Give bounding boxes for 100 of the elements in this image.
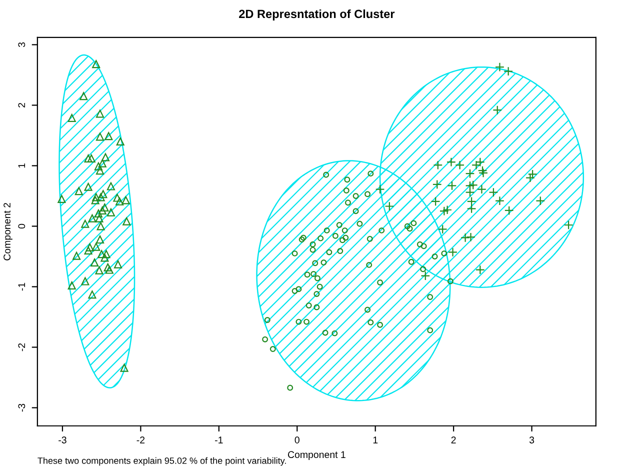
point xyxy=(95,266,104,274)
y-tick-label: -2 xyxy=(18,343,26,352)
point xyxy=(94,209,102,218)
point xyxy=(96,236,104,244)
point xyxy=(120,364,128,372)
point xyxy=(106,208,115,216)
point xyxy=(465,188,475,198)
point xyxy=(433,160,443,170)
point xyxy=(92,193,100,202)
chart-title: 2D Represntation of Cluster xyxy=(239,9,395,20)
point xyxy=(87,154,96,162)
text: These two components explain 95.02 % of the point variability. xyxy=(38,457,286,466)
point xyxy=(384,202,394,211)
point xyxy=(98,250,106,258)
x-axis-title: Component 1 xyxy=(288,451,346,460)
point xyxy=(96,193,105,202)
x-tick-label: 0 xyxy=(294,436,300,444)
point xyxy=(475,157,485,167)
point xyxy=(99,190,108,198)
x-tick-label: 2 xyxy=(451,436,456,444)
point xyxy=(96,132,104,141)
point xyxy=(504,206,514,216)
point xyxy=(455,160,465,170)
point xyxy=(84,246,92,254)
point xyxy=(466,196,476,206)
point xyxy=(475,265,485,274)
point xyxy=(102,250,110,258)
x-tick-label: 3 xyxy=(529,436,534,444)
point xyxy=(448,248,458,257)
point xyxy=(494,196,504,206)
point xyxy=(478,168,488,178)
point xyxy=(88,290,96,299)
point xyxy=(95,214,104,222)
point xyxy=(81,220,90,228)
point xyxy=(113,194,122,202)
y-tick-label: 2 xyxy=(18,102,26,108)
y-axis-title: Component 2 xyxy=(4,202,12,260)
point xyxy=(466,204,476,214)
point xyxy=(104,132,113,140)
point xyxy=(80,92,88,100)
point xyxy=(438,224,448,234)
point xyxy=(84,182,92,191)
y-tick-label: -1 xyxy=(18,282,26,291)
point xyxy=(96,110,104,118)
point xyxy=(488,188,498,198)
point xyxy=(525,173,535,183)
y-tick-label: -3 xyxy=(18,404,26,412)
point xyxy=(98,159,106,168)
point xyxy=(105,266,114,274)
point xyxy=(114,260,122,268)
x-tick-label: -3 xyxy=(58,436,66,444)
point xyxy=(100,203,109,212)
point xyxy=(116,197,124,206)
x-tick-label: 1 xyxy=(373,436,378,444)
point xyxy=(72,252,81,260)
point xyxy=(90,258,99,267)
point xyxy=(68,281,76,290)
point xyxy=(420,271,430,281)
y-tick-label: 3 xyxy=(18,42,26,48)
point xyxy=(492,105,502,115)
point xyxy=(465,168,475,178)
point xyxy=(106,182,115,190)
point xyxy=(58,194,66,204)
point xyxy=(104,263,112,272)
point xyxy=(68,114,76,122)
point xyxy=(375,184,385,194)
point xyxy=(101,153,110,162)
point xyxy=(122,196,130,204)
point xyxy=(94,162,102,170)
point xyxy=(432,180,442,190)
point xyxy=(504,66,514,76)
point xyxy=(468,180,478,190)
point xyxy=(96,166,104,175)
point xyxy=(98,206,106,215)
point xyxy=(528,169,538,179)
point xyxy=(478,166,488,176)
x-tick-label: -2 xyxy=(136,436,145,444)
y-tick-label: 0 xyxy=(18,224,26,229)
x-tick-label: -1 xyxy=(215,436,223,444)
point xyxy=(91,196,100,204)
point xyxy=(88,214,96,222)
point xyxy=(460,232,470,242)
point xyxy=(446,157,456,167)
point xyxy=(477,184,486,194)
point xyxy=(494,62,504,72)
point xyxy=(439,206,449,216)
point xyxy=(447,180,457,190)
point xyxy=(442,205,452,215)
point xyxy=(96,222,105,230)
point xyxy=(84,154,92,162)
point xyxy=(100,254,109,262)
point xyxy=(430,196,440,206)
point xyxy=(122,217,131,226)
point xyxy=(86,243,94,252)
point xyxy=(472,160,481,170)
point xyxy=(564,220,574,230)
point xyxy=(116,137,124,146)
point xyxy=(92,242,100,251)
point xyxy=(465,180,475,190)
y-tick-label: 1 xyxy=(18,163,26,168)
